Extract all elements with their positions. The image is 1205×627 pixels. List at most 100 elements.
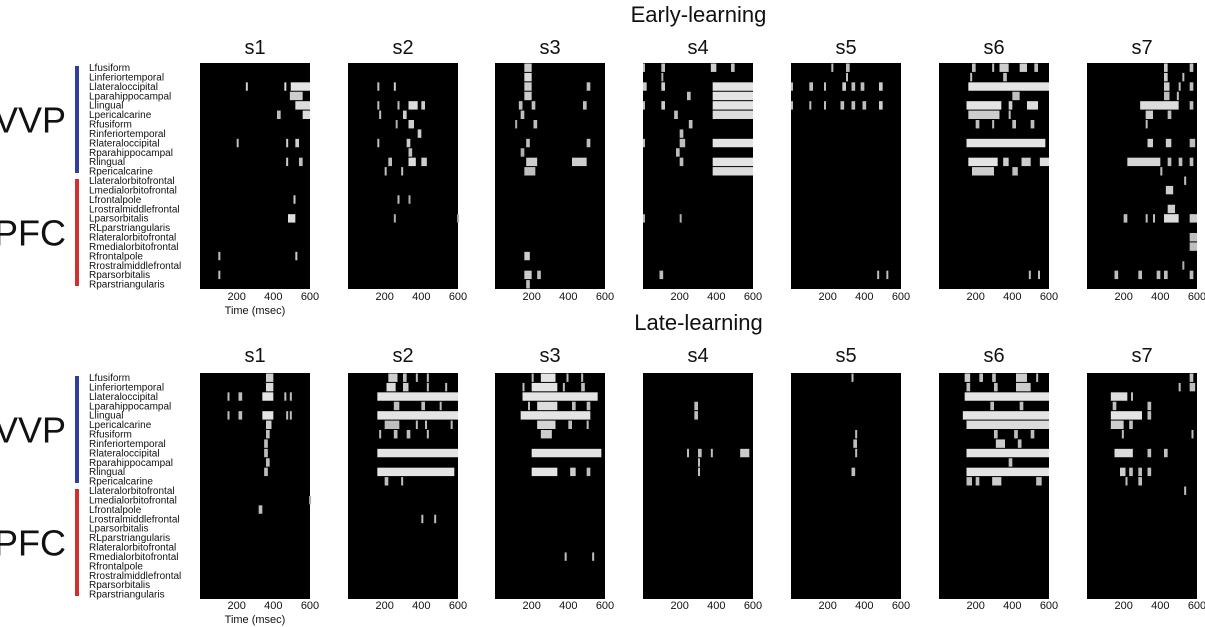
heatmap-panel-s3 <box>495 63 605 289</box>
row-label: Lparahippocampal <box>89 91 171 102</box>
activation-cell <box>966 448 1049 458</box>
activation-cell <box>679 138 686 148</box>
activation-cell <box>403 373 407 382</box>
row-label: Lparsorbitalis <box>89 524 148 535</box>
activation-cell <box>1145 214 1148 223</box>
row-label: Lmedialorbitofrontal <box>89 495 177 506</box>
activation-cell <box>568 420 572 429</box>
activation-cell <box>408 195 411 204</box>
activation-cell <box>1184 486 1187 495</box>
x-tick-label: 200 <box>1114 600 1132 612</box>
group-bar-vvp <box>75 66 79 173</box>
activation-cell <box>445 382 448 392</box>
activation-cell <box>879 82 883 91</box>
group-label-vvp: VVP <box>0 100 66 141</box>
activation-cell <box>286 411 289 420</box>
activation-cell <box>295 101 310 110</box>
row-label: Rinferiortemporal <box>89 129 166 140</box>
activation-cell <box>290 82 310 91</box>
activation-cell <box>1189 382 1196 392</box>
activation-cell <box>968 82 1049 91</box>
activation-cell <box>1147 467 1152 477</box>
activation-cell <box>643 63 645 72</box>
activation-cell <box>264 467 268 477</box>
activation-cell <box>1014 430 1018 439</box>
activation-cell <box>520 411 591 420</box>
activation-cell <box>855 430 858 439</box>
activation-cell <box>417 129 422 138</box>
activation-cell <box>1153 214 1155 223</box>
block-title: Early-learning <box>631 2 767 27</box>
activation-cell <box>1012 91 1020 101</box>
activation-cell <box>1182 72 1185 82</box>
activation-cell <box>853 439 857 448</box>
activation-cell <box>712 91 753 101</box>
activation-cell <box>293 195 296 204</box>
activation-cell <box>1110 420 1124 429</box>
row-label: Llingual <box>89 101 123 112</box>
x-tick-label: 200 <box>1114 291 1132 303</box>
activation-cell <box>288 214 296 223</box>
activation-cell <box>992 373 996 382</box>
activation-cell <box>284 392 287 401</box>
activation-cell <box>966 477 972 486</box>
activation-cell <box>379 110 382 119</box>
activation-cell <box>245 82 248 91</box>
activation-cell <box>533 120 538 129</box>
x-tick-label: 400 <box>855 600 873 612</box>
row-label: Rmedialorbitofrontal <box>89 242 179 253</box>
activation-cell <box>676 148 680 157</box>
x-tick-label: 400 <box>559 291 577 303</box>
heatmap-panel-s7 <box>1087 373 1197 599</box>
activation-cell <box>286 157 289 167</box>
activation-cell <box>421 514 424 524</box>
activation-cell <box>1138 477 1142 486</box>
row-label: Rlateraloccipital <box>89 138 160 149</box>
x-tick-label: 600 <box>744 291 762 303</box>
activation-cell <box>1027 101 1038 110</box>
activation-cell <box>262 411 274 420</box>
activation-cell <box>377 392 458 401</box>
row-label: Lfrontalpole <box>89 195 142 206</box>
x-tick-label: 200 <box>966 600 984 612</box>
activation-cell <box>846 72 848 82</box>
activation-cell <box>1012 167 1018 176</box>
x-axis-label: Time (msec) <box>225 305 286 317</box>
panel-title: s4 <box>687 37 708 59</box>
activation-cell <box>851 373 854 382</box>
x-tick-label: 200 <box>818 600 836 612</box>
activation-cell <box>388 373 398 382</box>
activation-cell <box>425 420 427 429</box>
activation-cell <box>408 157 416 167</box>
activation-cell <box>1138 270 1142 280</box>
x-tick-label: 600 <box>1188 291 1205 303</box>
row-label: Rlingual <box>89 157 125 168</box>
x-axis-label: Time (msec) <box>225 614 286 626</box>
row-label: Lrostralmiddlefrontal <box>89 514 180 525</box>
activation-cell <box>408 148 413 157</box>
activation-cell <box>377 82 380 91</box>
activation-cell <box>1036 373 1039 382</box>
panel-title: s3 <box>539 37 560 59</box>
activation-cell <box>415 420 418 429</box>
activation-cell <box>581 382 585 392</box>
activation-cell <box>966 138 1046 148</box>
x-tick-label: 200 <box>375 291 393 303</box>
activation-cell <box>886 270 889 280</box>
activation-cell <box>999 63 1009 72</box>
activation-cell <box>1182 261 1185 270</box>
activation-cell <box>520 148 525 157</box>
activation-cell <box>524 82 532 91</box>
activation-cell <box>266 458 270 467</box>
x-tick-label: 600 <box>892 600 910 612</box>
row-label: Lpericalcarine <box>89 110 152 121</box>
panel-title: s5 <box>835 345 856 367</box>
row-label: Lrostralmiddlefrontal <box>89 204 180 215</box>
row-label: Lfrontalpole <box>89 505 142 516</box>
row-label: Llateraloccipital <box>89 82 158 93</box>
activation-cell <box>846 63 850 72</box>
activation-cell <box>537 420 556 429</box>
activation-cell <box>679 129 684 138</box>
activation-cell <box>712 167 753 176</box>
x-tick-label: 600 <box>596 291 614 303</box>
